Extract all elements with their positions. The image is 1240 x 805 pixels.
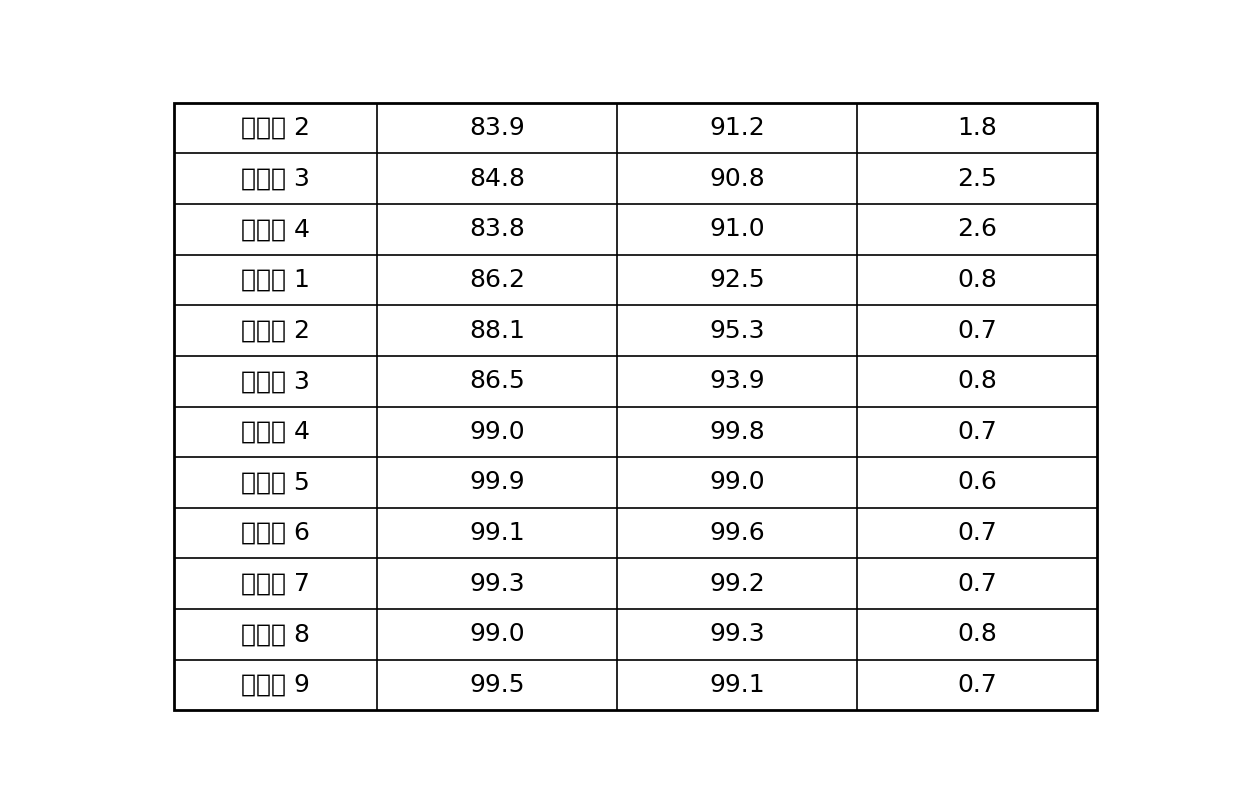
Bar <box>857 356 1096 407</box>
Bar <box>174 254 377 305</box>
Text: 2.5: 2.5 <box>957 167 997 191</box>
Text: 90.8: 90.8 <box>709 167 765 191</box>
Bar <box>618 457 857 508</box>
Bar <box>618 204 857 254</box>
Text: 0.8: 0.8 <box>957 268 997 292</box>
Text: 0.6: 0.6 <box>957 470 997 494</box>
Bar <box>857 407 1096 457</box>
Text: 对比例 4: 对比例 4 <box>242 217 310 242</box>
Text: 86.2: 86.2 <box>469 268 525 292</box>
Bar <box>377 659 618 710</box>
Bar <box>618 559 857 609</box>
Bar <box>377 407 618 457</box>
Text: 实施例 8: 实施例 8 <box>242 622 310 646</box>
Bar <box>857 609 1096 659</box>
Text: 1.8: 1.8 <box>957 116 997 140</box>
Text: 实施例 1: 实施例 1 <box>242 268 310 292</box>
Text: 99.5: 99.5 <box>470 673 525 697</box>
Bar <box>377 559 618 609</box>
Text: 91.0: 91.0 <box>709 217 765 242</box>
Bar <box>174 154 377 204</box>
Text: 实施例 3: 实施例 3 <box>242 369 310 393</box>
Text: 0.7: 0.7 <box>957 420 997 444</box>
Bar <box>618 659 857 710</box>
Bar <box>377 204 618 254</box>
Text: 99.0: 99.0 <box>469 420 525 444</box>
Bar <box>377 103 618 154</box>
Bar <box>857 508 1096 559</box>
Text: 83.9: 83.9 <box>469 116 525 140</box>
Text: 84.8: 84.8 <box>469 167 525 191</box>
Bar <box>377 154 618 204</box>
Bar <box>174 204 377 254</box>
Text: 实施例 2: 实施例 2 <box>242 319 310 343</box>
Text: 88.1: 88.1 <box>469 319 525 343</box>
Bar <box>174 305 377 356</box>
Text: 95.3: 95.3 <box>709 319 765 343</box>
Bar <box>174 659 377 710</box>
Text: 实施例 6: 实施例 6 <box>242 521 310 545</box>
Text: 92.5: 92.5 <box>709 268 765 292</box>
Text: 0.8: 0.8 <box>957 369 997 393</box>
Text: 实施例 4: 实施例 4 <box>242 420 310 444</box>
Text: 0.8: 0.8 <box>957 622 997 646</box>
Text: 83.8: 83.8 <box>469 217 525 242</box>
Bar <box>618 103 857 154</box>
Bar <box>174 457 377 508</box>
Bar <box>857 204 1096 254</box>
Text: 99.9: 99.9 <box>469 470 525 494</box>
Text: 实施例 5: 实施例 5 <box>242 470 310 494</box>
Bar <box>174 103 377 154</box>
Bar <box>377 254 618 305</box>
Text: 99.2: 99.2 <box>709 572 765 596</box>
Text: 93.9: 93.9 <box>709 369 765 393</box>
Bar <box>857 457 1096 508</box>
Bar <box>618 356 857 407</box>
Bar <box>857 659 1096 710</box>
Bar <box>857 559 1096 609</box>
Bar <box>618 254 857 305</box>
Bar <box>174 508 377 559</box>
Bar <box>618 609 857 659</box>
Text: 实施例 7: 实施例 7 <box>242 572 310 596</box>
Text: 99.6: 99.6 <box>709 521 765 545</box>
Bar <box>174 559 377 609</box>
Text: 99.0: 99.0 <box>469 622 525 646</box>
Bar <box>857 305 1096 356</box>
Text: 99.1: 99.1 <box>469 521 525 545</box>
Text: 0.7: 0.7 <box>957 673 997 697</box>
Bar <box>618 407 857 457</box>
Bar <box>857 254 1096 305</box>
Text: 99.0: 99.0 <box>709 470 765 494</box>
Text: 99.8: 99.8 <box>709 420 765 444</box>
Text: 99.3: 99.3 <box>709 622 765 646</box>
Bar <box>377 457 618 508</box>
Bar <box>857 154 1096 204</box>
Text: 86.5: 86.5 <box>469 369 525 393</box>
Bar <box>377 609 618 659</box>
Bar <box>174 356 377 407</box>
Text: 实施例 9: 实施例 9 <box>242 673 310 697</box>
Text: 2.6: 2.6 <box>957 217 997 242</box>
Bar <box>857 103 1096 154</box>
Text: 99.1: 99.1 <box>709 673 765 697</box>
Bar <box>174 407 377 457</box>
Text: 0.7: 0.7 <box>957 521 997 545</box>
Text: 0.7: 0.7 <box>957 572 997 596</box>
Bar <box>618 305 857 356</box>
Bar <box>618 508 857 559</box>
Bar <box>377 356 618 407</box>
Text: 对比例 3: 对比例 3 <box>242 167 310 191</box>
Bar <box>377 305 618 356</box>
Text: 0.7: 0.7 <box>957 319 997 343</box>
Text: 99.3: 99.3 <box>469 572 525 596</box>
Text: 对比例 2: 对比例 2 <box>242 116 310 140</box>
Text: 91.2: 91.2 <box>709 116 765 140</box>
Bar <box>377 508 618 559</box>
Bar <box>618 154 857 204</box>
Bar <box>174 609 377 659</box>
